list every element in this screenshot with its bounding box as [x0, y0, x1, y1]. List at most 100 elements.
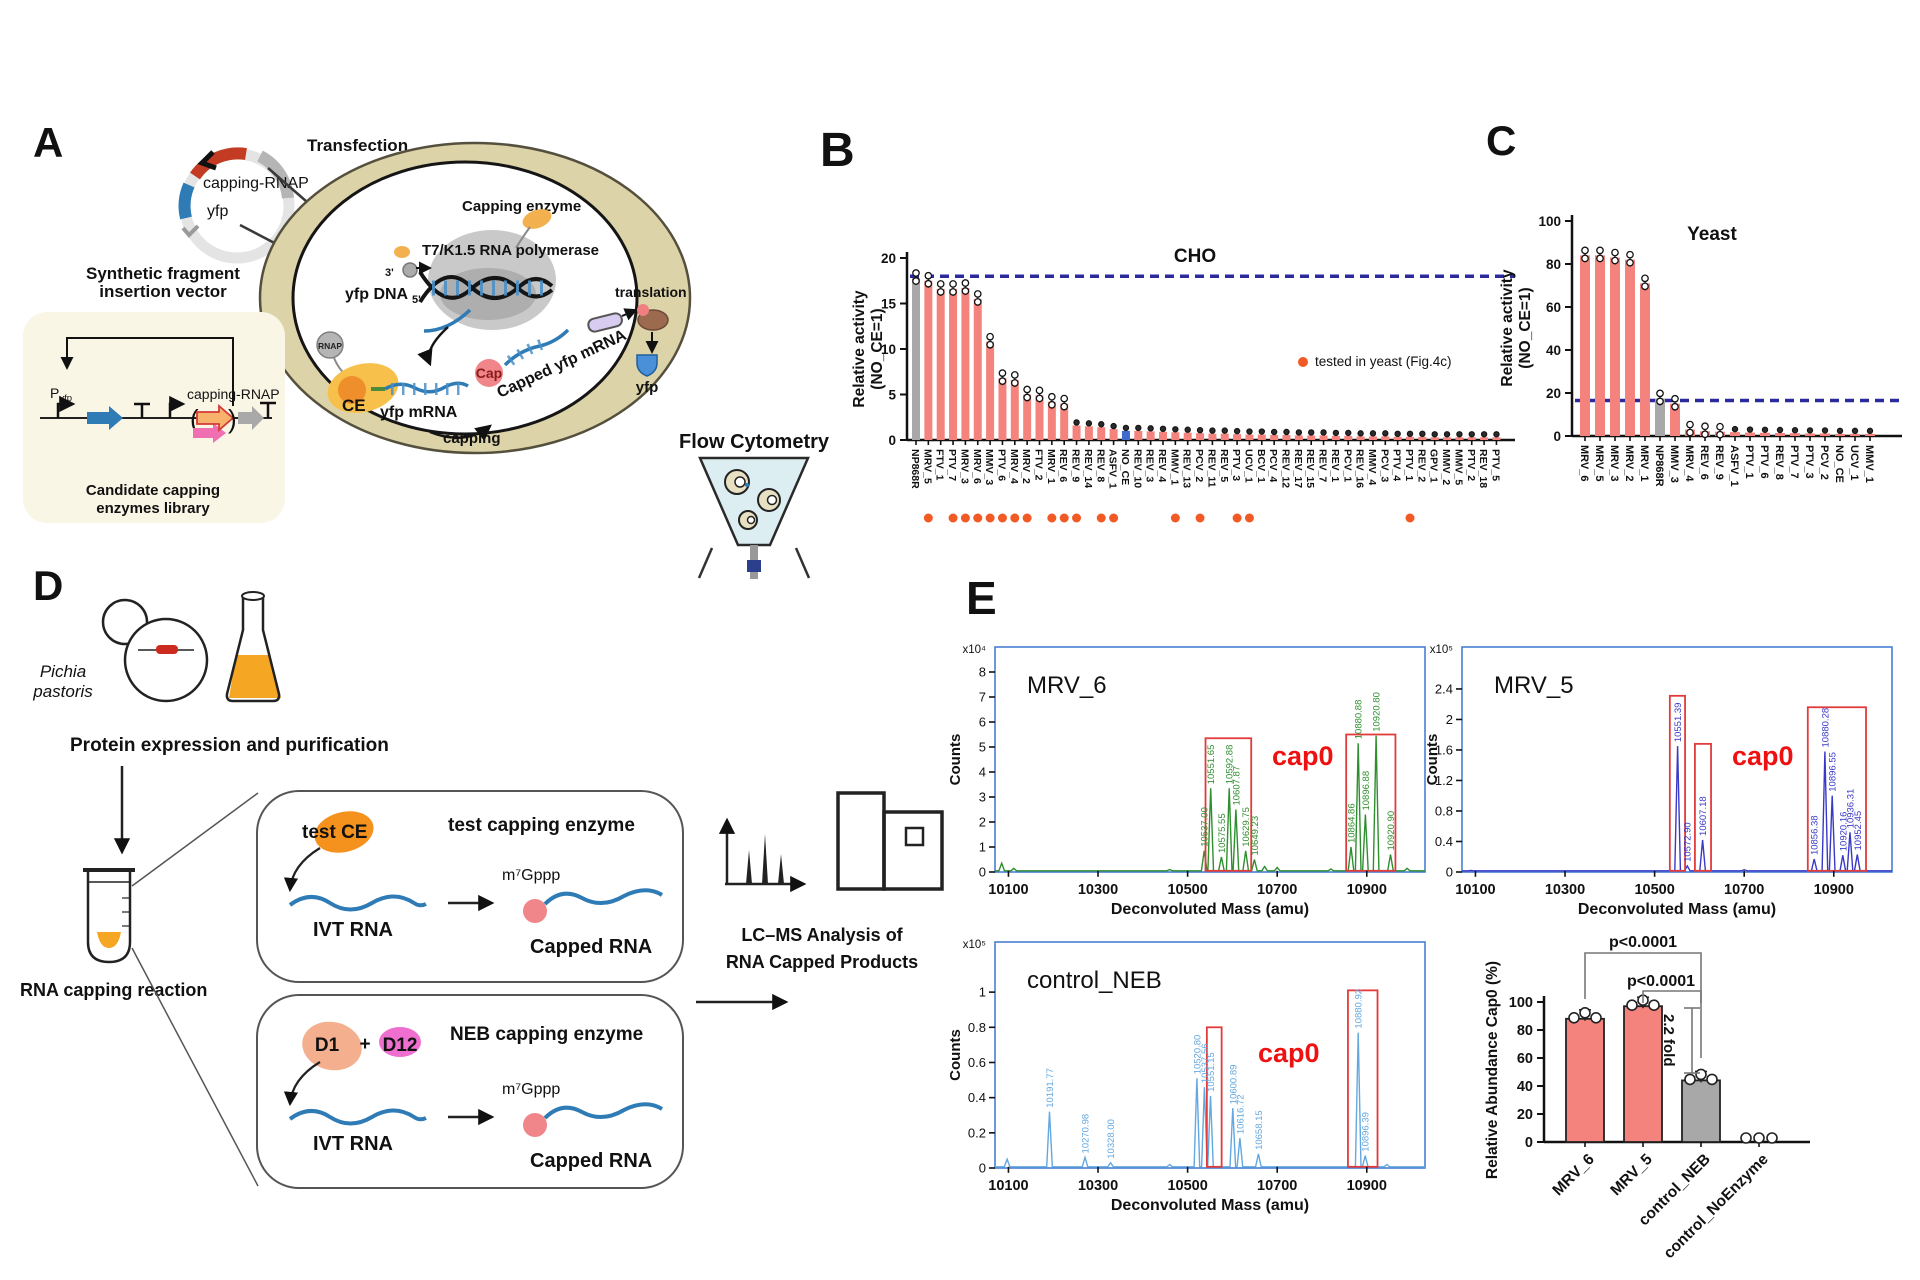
plasmid-arc-blue	[178, 182, 195, 220]
x-label-REV_10: REV_10	[1131, 449, 1143, 488]
p-value-top: p<0.0001	[1609, 934, 1677, 951]
y-tick-label: 6	[979, 715, 986, 730]
plasmid-arc-gray	[256, 150, 294, 199]
yeast-dot-MMV_3	[985, 513, 995, 523]
yeast-dot-UCV_1	[1244, 513, 1254, 523]
data-point	[961, 279, 970, 287]
neb-capping-box: D1 + D12 NEB capping enzyme IVT RNA m⁷Gp…	[256, 994, 684, 1189]
cap0-box	[1806, 706, 1867, 872]
peak-label: 10537.00	[1200, 807, 1211, 847]
data-point	[1581, 246, 1589, 255]
legend-dot	[1298, 357, 1308, 367]
promoter-main: P	[50, 385, 59, 401]
y-tick-label: 0	[979, 865, 986, 880]
yfp-mrna-label: yfp mRNA	[380, 404, 458, 421]
bar-REV_12	[1282, 434, 1291, 440]
bar-ASFV_1	[1109, 429, 1118, 440]
bar-REV_11	[1208, 433, 1217, 440]
d12-label: D12	[383, 1035, 418, 1056]
x-label-MMV_1: MMV_1	[1168, 449, 1180, 485]
x-axis-title: Deconvoluted Mass (amu)	[1578, 901, 1776, 918]
x-label-MMV_4: MMV_4	[1366, 449, 1378, 485]
data-point	[1332, 429, 1340, 437]
data-point	[924, 279, 933, 288]
data-point	[1357, 430, 1364, 437]
data-point	[1233, 427, 1241, 435]
y-axis-title: Relative Abundance Cap0 (%)	[1484, 961, 1501, 1179]
yfp-gene-arrow	[87, 406, 123, 430]
bar-REV_13	[1183, 432, 1192, 440]
x-label-UCV_1: UCV_1	[1848, 445, 1860, 480]
y-tick-label: 20	[881, 251, 896, 266]
bar-MRV_1	[1640, 283, 1650, 436]
cap0-annotations: p<0.0001 p<0.0001 2.2 fold	[1584, 934, 1702, 1074]
y-tick-label: 100	[1509, 995, 1533, 1011]
x-label-REV_4: REV_4	[1156, 449, 1168, 482]
x-tick-label: 10300	[1078, 882, 1118, 898]
d1-label: D1	[315, 1035, 340, 1056]
data-point	[973, 298, 982, 306]
x-label-MRV_2: MRV_2	[1020, 449, 1032, 484]
data-point	[1456, 431, 1463, 438]
cap0-box	[1347, 989, 1379, 1168]
data-point	[1159, 425, 1167, 433]
peak-label: 10896.88	[1361, 771, 1372, 811]
data-point	[1406, 430, 1414, 438]
y-axis-title: Counts	[1424, 734, 1441, 786]
cap0-label: cap0	[1258, 1038, 1320, 1068]
data-point	[1753, 1132, 1765, 1144]
x-label-MRV_6: MRV_6	[971, 449, 983, 484]
plot-title: MRV_5	[1494, 672, 1574, 699]
data-point	[1648, 999, 1660, 1012]
test-box-title: test capping enzyme	[448, 815, 635, 836]
organism-label-2: pastoris	[32, 682, 93, 701]
data-point	[1671, 402, 1679, 411]
data-point	[1761, 426, 1769, 433]
chromatogram-icon	[718, 817, 807, 893]
peak-label: 10864.86	[1347, 803, 1358, 843]
data-point	[1684, 1073, 1696, 1086]
bar-REV_15	[1307, 435, 1316, 440]
bar-REV_9	[1072, 425, 1081, 440]
x-label-PCV_3: PCV_3	[1378, 449, 1390, 482]
bar-NO_CE	[1835, 433, 1845, 436]
x-axis-title: Deconvoluted Mass (amu)	[1111, 1197, 1309, 1214]
data-point	[1716, 430, 1724, 439]
data-point	[986, 340, 994, 349]
bar-REV_4	[1159, 431, 1167, 440]
bar-REV_8	[1775, 432, 1785, 436]
data-point	[1740, 1132, 1752, 1144]
x-label-REV_5: REV_5	[1218, 449, 1230, 482]
data-point	[1611, 248, 1619, 257]
y-tick-label: 2	[979, 815, 986, 830]
bar-control_NEB	[1681, 1079, 1721, 1143]
data-point	[1023, 393, 1032, 402]
peak-label: 10270.98	[1081, 1114, 1092, 1154]
data-point	[1295, 429, 1303, 436]
bar-NO_CE	[1121, 430, 1130, 440]
data-point	[1776, 426, 1784, 434]
x-label-PTV_6: PTV_6	[1758, 445, 1770, 479]
x-tick-label: 10500	[1634, 882, 1674, 898]
bar-MMV_3	[1670, 403, 1680, 436]
yeast-dot-PTV_3	[1232, 513, 1242, 523]
data-point	[1048, 400, 1056, 409]
y-axis-title: Relative activity	[851, 290, 868, 408]
x-label-REV_8: REV_8	[1773, 445, 1785, 480]
peak-label: 10896.55	[1828, 752, 1839, 792]
data-point	[1596, 254, 1604, 263]
peak-label: 10607.18	[1698, 796, 1709, 836]
x-label-PTV_4: PTV_4	[1391, 449, 1403, 481]
membrane-channel-icon	[587, 312, 623, 333]
x-label-MMV_5: MMV_5	[1452, 449, 1464, 485]
y-tick-label: 60	[1546, 300, 1561, 315]
plasmid-gene-bottom-label: yfp	[207, 203, 228, 220]
spectrum-mrv6: 10537.00 10551.65 10575.55 10592.8810607.87…	[947, 644, 1426, 918]
data-point	[1493, 431, 1500, 438]
bar-REV_10	[1134, 430, 1143, 440]
data-point	[1821, 427, 1829, 434]
capping-arrow	[429, 424, 492, 441]
x-label-REV_6: REV_6	[1057, 449, 1069, 482]
y-scale-label: x10⁴	[963, 644, 987, 656]
